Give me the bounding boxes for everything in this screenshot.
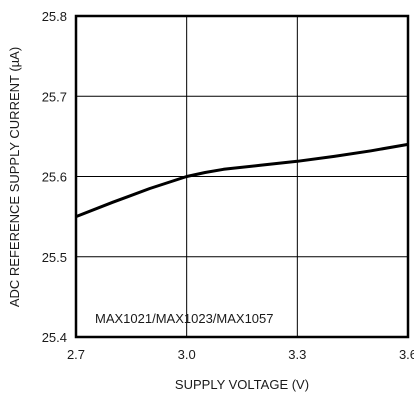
series-line (75, 142, 409, 218)
grid-lines (76, 16, 408, 337)
x-tick-labels: 2.7 3.0 3.3 3.6 (67, 347, 414, 362)
y-tick-label: 25.7 (42, 89, 67, 104)
y-tick-label: 25.4 (42, 330, 67, 345)
y-tick-label: 25.5 (42, 250, 67, 265)
x-tick-label: 2.7 (67, 347, 85, 362)
x-axis-label: SUPPLY VOLTAGE (V) (175, 377, 309, 392)
series-group (75, 142, 409, 218)
part-number-annotation: MAX1021/MAX1023/MAX1057 (95, 311, 274, 326)
y-tick-labels: 25.4 25.5 25.6 25.7 25.8 (42, 9, 67, 345)
y-tick-label: 25.8 (42, 9, 67, 24)
x-tick-label: 3.6 (399, 347, 414, 362)
y-tick-label: 25.6 (42, 170, 67, 185)
x-tick-label: 3.3 (288, 347, 306, 362)
plot-frame (74, 14, 410, 339)
x-tick-label: 3.0 (178, 347, 196, 362)
y-axis-label: ADC REFERENCE SUPPLY CURRENT (µA) (7, 47, 22, 307)
